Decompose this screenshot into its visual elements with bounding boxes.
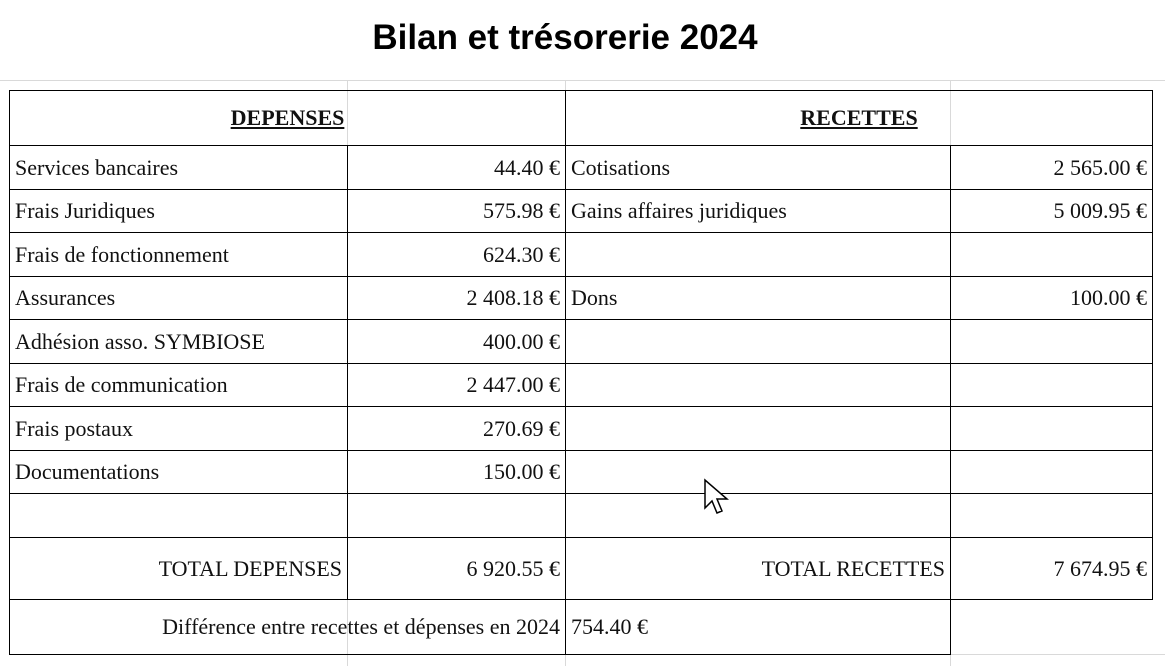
expense-amount: 624.30 € [347, 232, 566, 277]
income-amount: 2 565.00 € [950, 145, 1153, 190]
expense-amount: 2 408.18 € [347, 276, 566, 320]
total-label: TOTAL RECETTES [565, 537, 951, 600]
header-cell: RECETTES [565, 90, 1153, 146]
expense-amount: 270.69 € [347, 406, 566, 451]
expense-label: Frais de communication [9, 363, 348, 407]
income-label [565, 493, 951, 538]
expense-amount: 2 447.00 € [347, 363, 566, 407]
expense-label: Adhésion asso. SYMBIOSE [9, 319, 348, 364]
header-cell: DEPENSES [9, 90, 566, 146]
mouse-cursor [704, 478, 730, 514]
income-label: Gains affaires juridiques [565, 189, 951, 233]
income-amount [950, 363, 1153, 407]
income-label [565, 363, 951, 407]
expense-label: Documentations [9, 450, 348, 494]
income-label [565, 232, 951, 277]
sheet-grid [950, 654, 1165, 655]
income-amount [950, 232, 1153, 277]
sheet-grid [0, 80, 1165, 81]
income-amount: 5 009.95 € [950, 189, 1153, 233]
expense-label: Assurances [9, 276, 348, 320]
income-amount [950, 319, 1153, 364]
income-amount: 100.00 € [950, 276, 1153, 320]
income-label [565, 319, 951, 364]
total-label: TOTAL DEPENSES [9, 537, 348, 600]
difference-amount: 754.40 € [565, 599, 951, 655]
total-amount: 6 920.55 € [347, 537, 566, 600]
expense-label: Frais de fonctionnement [9, 232, 348, 277]
expense-amount: 44.40 € [347, 145, 566, 190]
title: Bilan et trésorerie 2024 [372, 18, 758, 57]
income-label [565, 450, 951, 494]
expense-amount: 575.98 € [347, 189, 566, 233]
expense-label: Frais Juridiques [9, 189, 348, 233]
income-label [565, 406, 951, 451]
income-amount [950, 493, 1153, 538]
difference-label: Différence entre recettes et dépenses en… [9, 599, 566, 655]
expense-label: Services bancaires [9, 145, 348, 190]
expense-amount: 150.00 € [347, 450, 566, 494]
expense-label [9, 493, 348, 538]
expense-amount [347, 493, 566, 538]
income-label: Dons [565, 276, 951, 320]
income-amount [950, 450, 1153, 494]
expense-label: Frais postaux [9, 406, 348, 451]
income-label: Cotisations [565, 145, 951, 190]
expense-amount: 400.00 € [347, 319, 566, 364]
total-amount: 7 674.95 € [950, 537, 1153, 600]
income-amount [950, 406, 1153, 451]
